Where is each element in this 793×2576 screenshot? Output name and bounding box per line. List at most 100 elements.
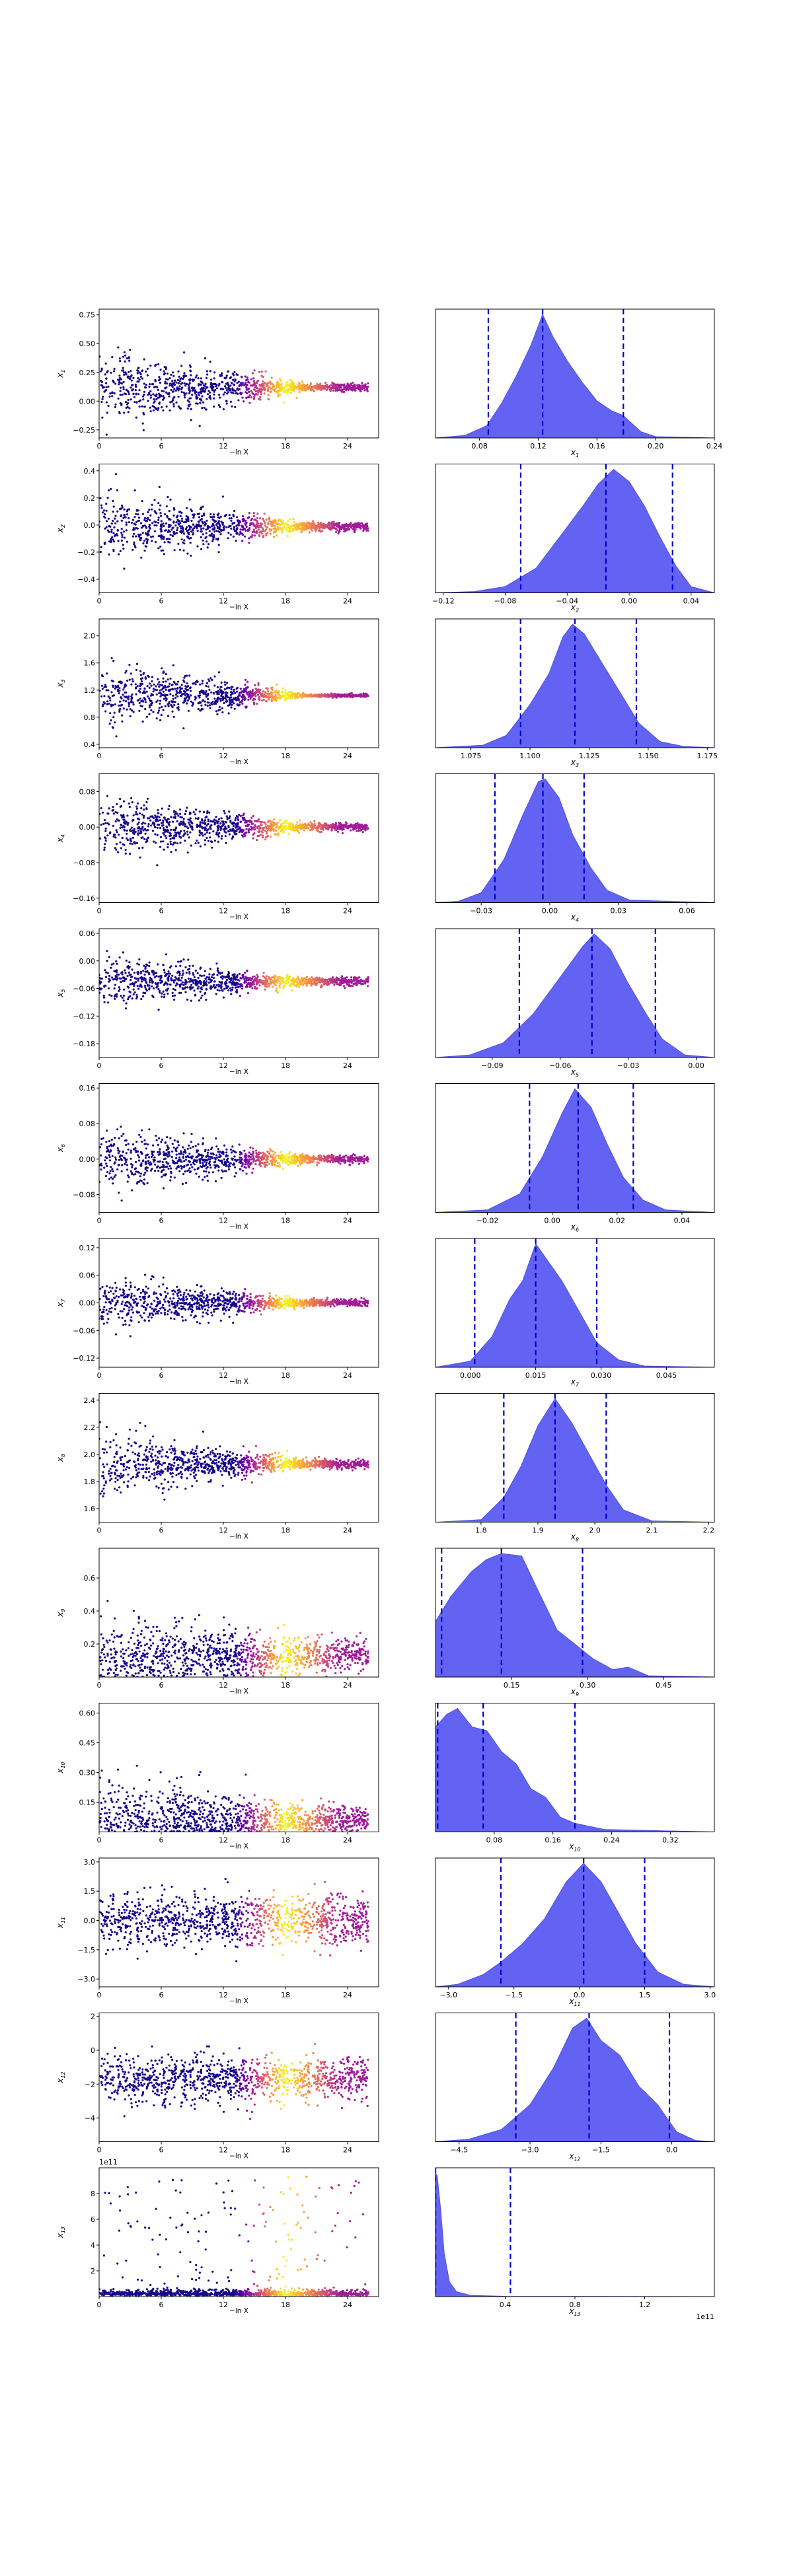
scatter-point [180, 538, 183, 541]
scatter-point [338, 531, 340, 534]
scatter-point [105, 377, 108, 380]
scatter-point [104, 542, 106, 546]
scatter-point [209, 513, 212, 516]
scatter-point [295, 827, 298, 830]
left-ytick-label: −0.08 [73, 859, 95, 867]
scatter-point [118, 553, 120, 555]
scatter-point [347, 526, 350, 528]
scatter-point [172, 820, 174, 823]
scatter-point [121, 536, 124, 538]
scatter-point [189, 378, 192, 380]
scatter-point [137, 513, 139, 516]
scatter-point [284, 699, 287, 701]
scatter-point [268, 520, 271, 522]
scatter-point [285, 526, 287, 530]
scatter-point [188, 382, 191, 384]
scatter-point [141, 705, 143, 707]
scatter-point [231, 387, 234, 390]
scatter-point [104, 710, 107, 713]
scatter-point [201, 819, 204, 822]
scatter-point [268, 827, 270, 830]
scatter-point [291, 382, 293, 384]
scatter-point [110, 691, 113, 694]
scatter-point [132, 535, 134, 538]
scatter-point [136, 685, 139, 688]
scatter-point [175, 834, 178, 836]
scatter-point [172, 715, 175, 718]
scatter-point [129, 830, 132, 832]
scatter-point [289, 691, 291, 694]
scatter-point [124, 671, 127, 674]
scatter-point [240, 691, 243, 694]
scatter-point [248, 692, 251, 694]
scatter-point [216, 822, 219, 824]
scatter-point [196, 402, 199, 405]
scatter-point [193, 513, 196, 516]
scatter-point [241, 834, 243, 837]
scatter-point [344, 821, 347, 824]
scatter-point [137, 826, 140, 828]
scatter-point [118, 383, 120, 386]
right-axes-frame-x3 [435, 618, 715, 748]
scatter-point [169, 832, 171, 834]
scatter-point [219, 533, 222, 536]
scatter-point [268, 698, 270, 701]
scatter-point [330, 692, 332, 695]
scatter-point [169, 530, 171, 533]
scatter-point [245, 690, 247, 693]
scatter-point [124, 354, 127, 357]
scatter-point [132, 703, 135, 706]
scatter-point [239, 826, 241, 829]
scatter-point [215, 387, 219, 390]
scatter-point [218, 989, 221, 992]
scatter-point [233, 383, 235, 386]
scatter-point [167, 970, 170, 973]
scatter-point [316, 383, 319, 386]
scatter-point [124, 685, 126, 688]
scatter-point [285, 529, 288, 532]
scatter-point [276, 692, 279, 694]
scatter-point [209, 707, 211, 709]
scatter-point [314, 525, 317, 528]
scatter-point [358, 522, 360, 524]
scatter-point [297, 526, 300, 528]
left-ytick-label: 2.0 [84, 632, 96, 641]
scatter-point [159, 840, 163, 843]
scatter-point [100, 380, 103, 384]
scatter-point [183, 680, 186, 683]
scatter-point [258, 371, 261, 373]
scatter-point [123, 822, 126, 825]
scatter-point [277, 395, 280, 398]
scatter-point [254, 695, 257, 698]
scatter-point [256, 702, 258, 705]
scatter-point [189, 826, 192, 828]
scatter-point [235, 830, 238, 833]
scatter-point [188, 386, 190, 388]
scatter-point [227, 370, 230, 373]
scatter-point [274, 694, 277, 696]
scatter-point [110, 679, 113, 682]
scatter-point [177, 703, 180, 705]
scatter-point [180, 388, 182, 391]
scatter-point [168, 805, 170, 807]
scatter-point [202, 514, 205, 517]
scatter-point [256, 826, 258, 828]
scatter-point [160, 515, 163, 517]
scatter-point [319, 524, 322, 526]
scatter-point [172, 843, 174, 846]
scatter-point [221, 978, 224, 980]
scatter-point [264, 521, 266, 524]
left-xtick-label: 18 [281, 907, 290, 915]
scatter-point [116, 811, 119, 814]
scatter-point [192, 379, 194, 382]
scatter-point [196, 545, 199, 548]
scatter-point [273, 536, 276, 538]
scatter-point [104, 517, 106, 519]
scatter-point [167, 378, 169, 381]
scatter-point [125, 400, 128, 404]
scatter-point [137, 821, 140, 824]
scatter-point [160, 395, 163, 398]
scatter-point [225, 815, 228, 818]
scatter-point [163, 829, 165, 832]
scatter-point [122, 369, 125, 372]
